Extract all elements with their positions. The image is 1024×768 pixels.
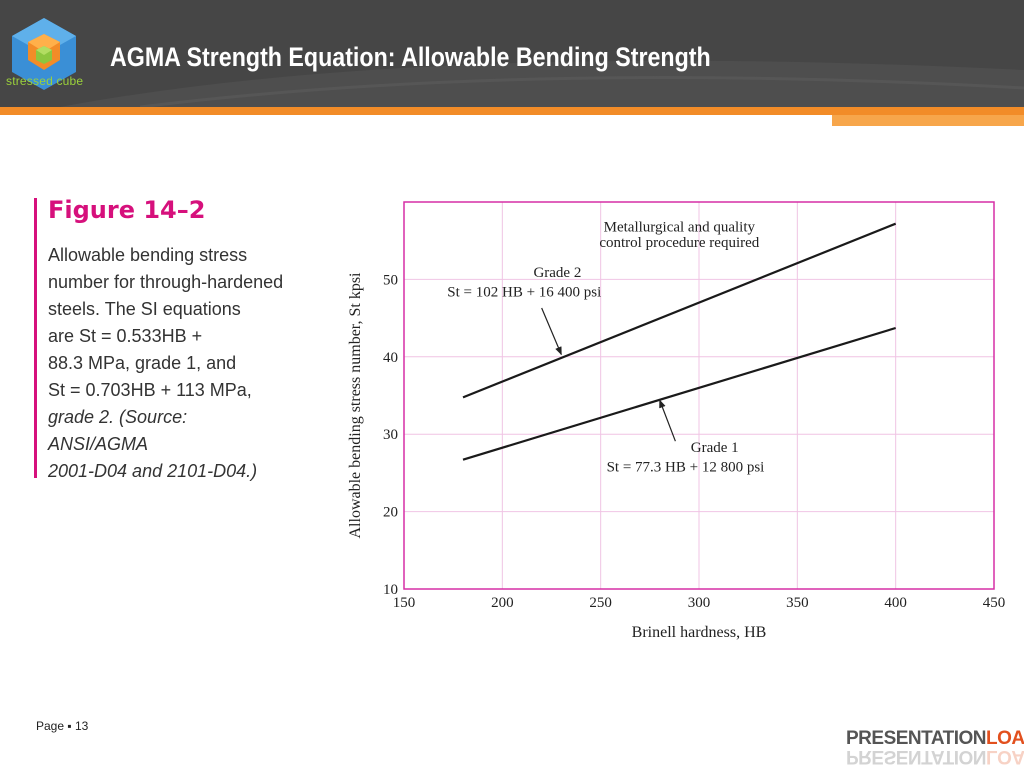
y-tick-label: 50 (383, 272, 398, 288)
y-tick-label: 30 (383, 427, 398, 443)
brand-reflection-text-2: LOAD (986, 746, 1024, 767)
x-tick-label: 300 (688, 595, 711, 611)
page-indicator: Page ▪ 13 (36, 719, 88, 733)
page-separator: ▪ (67, 719, 72, 733)
annotation-text: Metallurgical and quality (604, 219, 756, 235)
caption-line: are St = 0.533HB + (48, 326, 203, 346)
bending-strength-chart: 150 200 250 300 350 400 450 10 20 30 40 50 Brinell h… (347, 201, 1006, 641)
header-bar: stressed cube AGMA Strength Equation: Al… (0, 0, 1024, 107)
plot-frame (403, 201, 995, 590)
page-number: 13 (74, 719, 89, 733)
x-tick-label: 250 (589, 595, 612, 611)
annotation-text: St = 77.3 HB + 12 800 psi (607, 459, 765, 475)
annotation-text: Grade 2 (533, 265, 581, 281)
x-tick-label: 150 (393, 595, 416, 611)
x-axis-label: Brinell hardness, HB (632, 624, 767, 641)
x-tick-label: 450 (983, 595, 1006, 611)
caption-line: 88.3 MPa, grade 1, and (48, 353, 237, 373)
y-tick-label: 10 (383, 582, 398, 598)
brand-reflection-text-1: PRESENTATION (846, 746, 987, 767)
annotation-arrow (659, 399, 676, 442)
caption-line: number for through-hardened (48, 272, 284, 292)
caption-line: grade 2. (Source: (48, 407, 188, 427)
x-tick-label: 200 (491, 595, 514, 611)
caption-line: St = 0.703HB + 113 MPa, (48, 380, 252, 400)
caption-rule (34, 198, 37, 478)
series-line-grade-2 (462, 222, 897, 399)
page-label: Page (36, 719, 65, 733)
brand-text-2: LOAD (986, 728, 1024, 749)
annotation-text: control procedure required (599, 235, 759, 251)
figure-title: Figure 14–2 (48, 196, 206, 224)
figure-caption: Allowable bending stress number for thro… (48, 242, 298, 485)
caption-line: ANSI/AGMA (48, 434, 149, 454)
header-swoosh-decoration (60, 60, 1024, 107)
y-tick-label: 20 (383, 505, 398, 521)
y-axis-label: Allowable bending stress number, St kpsi (347, 272, 364, 539)
caption-line: Allowable bending stress (48, 245, 248, 265)
accent-bar (0, 107, 1024, 115)
caption-line: steels. The SI equations (48, 299, 241, 319)
accent-tab (832, 115, 1024, 126)
x-tick-label: 350 (786, 595, 809, 611)
caption-line: 2001-D04 and 2101-D04.) (48, 461, 258, 481)
brand-reflection: PRESENTATIONLOAD (846, 745, 1024, 767)
logo-text: stressed cube (6, 74, 84, 88)
page-title: AGMA Strength Equation: Allowable Bendin… (110, 42, 711, 72)
annotation-text: St = 102 HB + 16 400 psi (447, 284, 601, 300)
annotation-text: Grade 1 (691, 440, 739, 456)
y-tick-label: 40 (383, 350, 398, 366)
brand-logo: PRESENTATIONLOAD (846, 728, 1024, 750)
brand-text-1: PRESENTATION (846, 728, 987, 749)
series-line-grade-1 (462, 326, 896, 461)
annotation-arrow (541, 307, 562, 356)
x-tick-label: 400 (884, 595, 907, 611)
cube-icon (12, 18, 76, 90)
